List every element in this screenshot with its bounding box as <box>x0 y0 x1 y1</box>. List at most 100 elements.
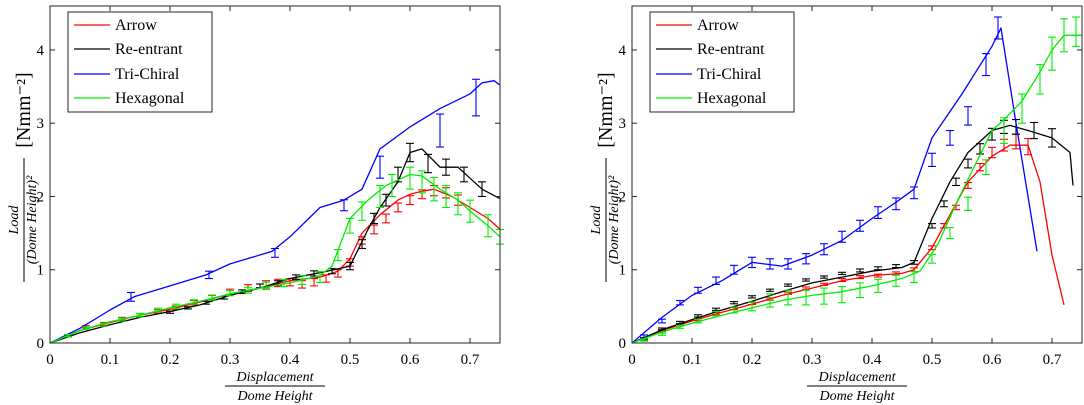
error-bar-hexagonal-right-21 <box>1018 93 1026 124</box>
error-bar-trichiral-right-14 <box>892 197 900 211</box>
error-bar-hexagonal-left-8 <box>208 294 216 301</box>
error-bar-reentrant-right-6 <box>748 295 756 299</box>
chart-left: 0 0.1 0.2 0.3 0.4 0.5 0.6 0.7 0 1 2 3 4 Load (Dome H… <box>7 5 504 404</box>
error-bar-reentrant-right-12 <box>856 268 864 273</box>
x-tick-label-left-6: 0.6 <box>401 352 420 368</box>
x-axis-label-left: Displacement Dome Height <box>225 370 325 404</box>
x-tick-label-left-2: 0.2 <box>161 352 180 368</box>
error-bar-hexagonal-right-6 <box>748 301 756 312</box>
series-layer-right <box>631 16 1082 344</box>
error-bar-reentrant-right-9 <box>802 278 810 282</box>
y-label-denominator-left: (Dome Height)² <box>25 175 40 264</box>
error-bar-reentrant-right-10 <box>820 275 828 279</box>
error-bar-trichiral-left-1 <box>205 270 213 280</box>
y-tick-label-left-4: 4 <box>37 43 45 59</box>
y-label-unit-right: [Nmm⁻²] <box>595 72 617 147</box>
error-bar-hexagonal-right-23 <box>1048 36 1056 71</box>
y-axis-label-left: Load (Dome Height)² [Nmm⁻²] <box>7 72 40 282</box>
error-bar-reentrant-right-8 <box>784 283 792 287</box>
x-label-denominator-right: Dome Height <box>818 389 895 404</box>
series-line-hexagonal-left <box>49 173 501 344</box>
legend-label-trichiral-right: Tri-Chiral <box>697 66 762 83</box>
error-bar-hexagonal-left-18 <box>376 184 384 209</box>
error-bar-hexagonal-right-9 <box>802 289 810 306</box>
x-tick-label-right-0: 0 <box>628 352 636 368</box>
legend-label-trichiral-left: Tri-Chiral <box>115 66 180 83</box>
error-bar-hexagonal-right-10 <box>820 287 828 305</box>
error-bar-hexagonal-left-11 <box>262 281 270 291</box>
legend-box-right <box>649 11 795 113</box>
error-bar-hexagonal-right-18 <box>964 196 972 211</box>
error-bar-trichiral-right-19 <box>982 53 990 77</box>
error-bar-trichiral-right-16 <box>928 152 936 167</box>
error-bar-hexagonal-left-9 <box>226 290 234 297</box>
error-bar-reentrant-right-11 <box>838 271 846 276</box>
series-reentrant-left <box>49 142 501 344</box>
error-bar-hexagonal-left-24 <box>454 192 462 216</box>
error-bar-hexagonal-left-22 <box>430 176 438 202</box>
legend-box-left <box>67 11 213 113</box>
x-tick-label-left-4: 0.4 <box>281 352 300 368</box>
series-trichiral-right <box>631 16 1038 344</box>
y-tick-label-left-2: 2 <box>37 189 45 205</box>
chart-right: 0 0.1 0.2 0.3 0.4 0.5 0.6 0.7 0 1 2 3 4 Load (Dome H… <box>589 5 1083 404</box>
error-bar-reentrant-right-5 <box>730 301 738 305</box>
x-tick-label-left-0: 0 <box>46 352 54 368</box>
series-line-arrow-right <box>631 144 1065 344</box>
error-bar-hexagonal-right-25 <box>1072 16 1080 47</box>
error-bar-reentrant-right-24 <box>1030 121 1038 140</box>
legend-label-arrow-left: Arrow <box>115 17 157 34</box>
error-bar-trichiral-right-17 <box>946 129 954 146</box>
x-tick-label-left-1: 0.1 <box>101 352 120 368</box>
series-line-trichiral-right <box>631 27 1038 344</box>
error-bar-hexagonal-right-12 <box>856 282 864 299</box>
y-axis-label-right: Load (Dome Height)² [Nmm⁻²] <box>589 72 622 282</box>
x-label-numerator-left: Displacement <box>236 370 315 385</box>
x-tick-label-right-1: 0.1 <box>683 352 702 368</box>
error-bar-hexagonal-right-22 <box>1036 64 1044 95</box>
axes-box-right <box>631 5 1083 344</box>
y-label-numerator-left: Load <box>7 205 22 236</box>
legend-left: Arrow Re-entrant Tri-Chiral Hexagonal <box>67 11 213 113</box>
error-bar-hexagonal-right-17 <box>946 227 954 240</box>
error-bar-trichiral-right-13 <box>874 206 882 220</box>
series-hexagonal-left <box>49 166 504 344</box>
x-tick-label-right-2: 0.2 <box>743 352 762 368</box>
legend-label-hexagonal-right: Hexagonal <box>697 90 767 107</box>
error-bar-hexagonal-left-14 <box>316 271 324 284</box>
error-bar-reentrant-right-18 <box>952 177 960 187</box>
x-label-numerator-right: Displacement <box>818 370 897 385</box>
error-bar-hexagonal-left-17 <box>358 201 366 221</box>
x-tick-label-right-7: 0.7 <box>1043 352 1062 368</box>
error-bar-hexagonal-right-14 <box>892 274 900 287</box>
x-tick-label-left-7: 0.7 <box>461 352 480 368</box>
error-bar-hexagonal-right-7 <box>766 293 774 308</box>
series-trichiral-left <box>49 78 501 344</box>
x-tick-label-right-4: 0.4 <box>863 352 882 368</box>
error-bar-reentrant-right-19 <box>964 158 972 169</box>
x-axis-label-right: Displacement Dome Height <box>807 370 907 404</box>
legend-label-arrow-right: Arrow <box>697 17 739 34</box>
error-bar-hexagonal-right-13 <box>874 278 882 294</box>
y-tick-label-right-2: 2 <box>619 189 627 205</box>
ticks-layer-right: 0 0.1 0.2 0.3 0.4 0.5 0.6 0.7 0 1 2 3 4 <box>619 6 1082 368</box>
x-tick-label-right-3: 0.3 <box>803 352 822 368</box>
x-tick-label-right-6: 0.6 <box>983 352 1002 368</box>
y-label-unit-left: [Nmm⁻²] <box>13 72 35 147</box>
error-bar-trichiral-right-9 <box>802 253 810 265</box>
series-line-reentrant-right <box>631 124 1074 344</box>
series-layer-left <box>49 78 504 344</box>
error-bar-arrow-left-21 <box>382 213 390 224</box>
error-bar-reentrant-right-7 <box>766 288 774 292</box>
y-tick-label-right-3: 3 <box>619 116 627 132</box>
x-label-denominator-left: Dome Height <box>236 389 313 404</box>
error-bar-trichiral-right-18 <box>964 106 972 126</box>
axes-box-left <box>49 5 501 344</box>
error-bar-hexagonal-left-21 <box>418 170 426 194</box>
error-bar-trichiral-left-6 <box>472 78 480 117</box>
series-line-reentrant-left <box>49 148 501 344</box>
legend-label-reentrant-right: Re-entrant <box>697 41 765 58</box>
y-tick-label-left-1: 1 <box>37 263 45 279</box>
error-bar-hexagonal-left-23 <box>442 184 450 209</box>
